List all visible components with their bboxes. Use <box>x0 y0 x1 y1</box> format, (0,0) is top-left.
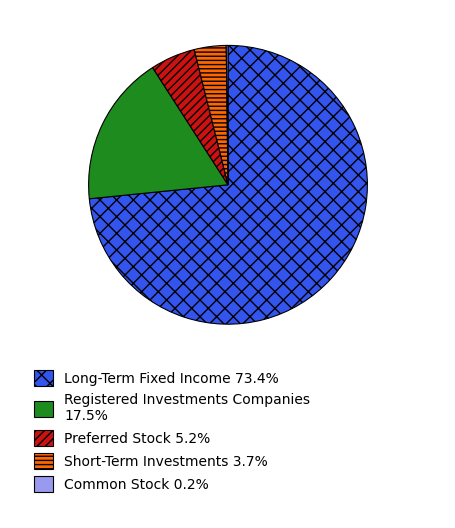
Wedge shape <box>194 45 228 185</box>
Wedge shape <box>89 45 367 324</box>
Legend: Long-Term Fixed Income 73.4%, Registered Investments Companies
17.5%, Preferred : Long-Term Fixed Income 73.4%, Registered… <box>30 366 314 496</box>
Wedge shape <box>88 68 228 199</box>
Wedge shape <box>152 50 228 185</box>
Wedge shape <box>226 45 228 185</box>
